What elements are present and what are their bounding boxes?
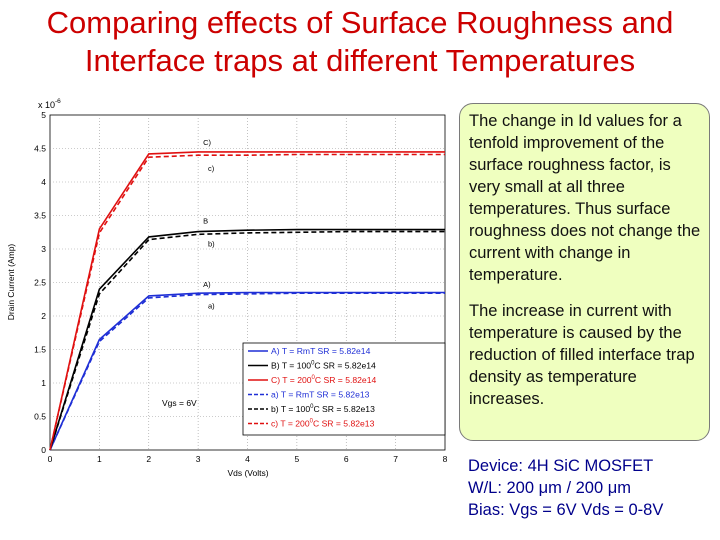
y-tick-label: 2.5 <box>34 278 46 288</box>
series-line <box>49 292 445 451</box>
y-tick-label: 5 <box>41 110 46 120</box>
axis-layer: 0 1 2 3 4 5 6 7 8 0 0.5 1 1.5 2 2.5 3 3.5 4 4.5 5 <box>34 110 447 464</box>
scale-exponent: -6 <box>55 98 61 105</box>
series-line <box>49 153 445 451</box>
y-tick-label: 3 <box>41 244 46 254</box>
device-info: Device: 4H SiC MOSFET W/L: 200 μm / 200 … <box>468 455 663 521</box>
series-line <box>49 151 445 451</box>
title-line-2: Interface traps at different Temperature… <box>84 43 636 78</box>
wl-line: W/L: 200 μm / 200 μm <box>468 479 631 497</box>
y-tick-label: 1.5 <box>34 345 46 355</box>
curve-label: C) <box>203 138 211 147</box>
series-line <box>49 291 445 451</box>
scale-base: x 10 <box>38 100 55 110</box>
y-tick-label: 4.5 <box>34 144 46 154</box>
series-line <box>49 228 445 451</box>
y-axis-label: Drain Current (Amp) <box>6 244 16 321</box>
note-paragraph-2: The increase in current with temperature… <box>469 302 695 408</box>
device-line: Device: 4H SiC MOSFET <box>468 457 654 475</box>
x-axis-label: Vds (Volts) <box>227 468 268 478</box>
legend-label: a) T = RmT SR = 5.82e13 <box>271 390 370 400</box>
legend-label: A) T = RmT SR = 5.82e14 <box>271 346 371 356</box>
slide-title: Comparing effects of Surface Roughness a… <box>0 4 720 80</box>
curve-label: b) <box>208 239 215 248</box>
curve-label: A) <box>203 280 211 289</box>
title-line-1: Comparing effects of Surface Roughness a… <box>46 5 674 40</box>
curve-label-layer: A) B C) a) b) c) <box>203 138 215 311</box>
x-tick-label: 8 <box>443 454 448 464</box>
legend-label: b) T = 1000C SR = 5.82e13 <box>271 404 375 414</box>
legend-label: c) T = 2000C SR = 5.82e13 <box>271 419 375 429</box>
legend-label: B) T = 1000C SR = 5.82e14 <box>271 361 376 371</box>
curve-label: B <box>203 217 208 226</box>
legend-box <box>242 342 446 436</box>
legend-label: C) T = 2000C SR = 5.82e14 <box>271 375 376 385</box>
curve-label: c) <box>208 164 215 173</box>
x-tick-label: 6 <box>344 454 349 464</box>
curve-label: a) <box>208 302 215 311</box>
y-tick-label: 1 <box>41 378 46 388</box>
y-tick-label: 3.5 <box>34 211 46 221</box>
y-tick-label: 0.5 <box>34 412 46 422</box>
series-line <box>49 230 445 451</box>
y-tick-label: 2 <box>41 311 46 321</box>
note-paragraph-1: The change in Id values for a tenfold im… <box>469 112 701 284</box>
series-layer <box>49 151 445 451</box>
x-tick-label: 4 <box>245 454 250 464</box>
y-tick-label: 4 <box>41 177 46 187</box>
scale-factor: x 10-6 <box>38 98 61 110</box>
legend-rows: A) T = RmT SR = 5.82e14 B) T = 1000C SR =… <box>248 346 376 429</box>
legend: A) T = RmT SR = 5.82e14 B) T = 1000C SR =… <box>242 342 446 436</box>
x-tick-label: 2 <box>146 454 151 464</box>
x-tick-label: 3 <box>196 454 201 464</box>
bias-line: Bias: Vgs = 6V Vds = 0-8V <box>468 501 664 519</box>
x-tick-label: 5 <box>295 454 300 464</box>
vgs-annotation: Vgs = 6V <box>162 398 197 408</box>
x-tick-label: 0 <box>48 454 53 464</box>
drain-current-chart: 0 1 2 3 4 5 6 7 8 0 0.5 1 1.5 2 2.5 3 3.5 4 4.5 5 A) B C) a) b)… <box>6 98 448 478</box>
x-tick-label: 7 <box>393 454 398 464</box>
explanation-note: The change in Id values for a tenfold im… <box>459 103 710 441</box>
y-tick-label: 0 <box>41 445 46 455</box>
x-tick-label: 1 <box>97 454 102 464</box>
